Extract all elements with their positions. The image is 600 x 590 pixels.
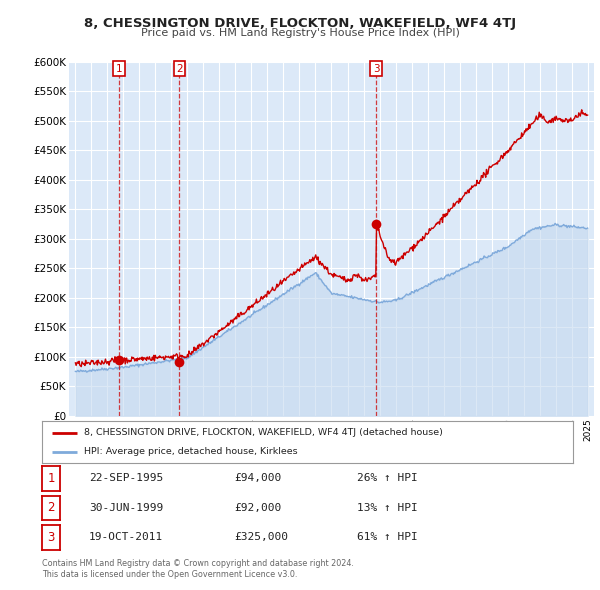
Text: 61% ↑ HPI: 61% ↑ HPI [357,533,418,542]
Text: 8, CHESSINGTON DRIVE, FLOCKTON, WAKEFIELD, WF4 4TJ: 8, CHESSINGTON DRIVE, FLOCKTON, WAKEFIEL… [84,17,516,30]
Text: 30-JUN-1999: 30-JUN-1999 [89,503,163,513]
Text: HPI: Average price, detached house, Kirklees: HPI: Average price, detached house, Kirk… [85,447,298,456]
Text: 22-SEP-1995: 22-SEP-1995 [89,474,163,483]
Text: This data is licensed under the Open Government Licence v3.0.: This data is licensed under the Open Gov… [42,571,298,579]
Text: £325,000: £325,000 [234,533,288,542]
Text: 8, CHESSINGTON DRIVE, FLOCKTON, WAKEFIELD, WF4 4TJ (detached house): 8, CHESSINGTON DRIVE, FLOCKTON, WAKEFIEL… [85,428,443,437]
Text: 2: 2 [47,502,55,514]
Text: £94,000: £94,000 [234,474,281,483]
Text: 3: 3 [373,64,380,74]
Text: Contains HM Land Registry data © Crown copyright and database right 2024.: Contains HM Land Registry data © Crown c… [42,559,354,568]
Text: 2: 2 [176,64,183,74]
Text: 19-OCT-2011: 19-OCT-2011 [89,533,163,542]
Text: 3: 3 [47,531,55,544]
Text: Price paid vs. HM Land Registry's House Price Index (HPI): Price paid vs. HM Land Registry's House … [140,28,460,38]
Text: 1: 1 [47,472,55,485]
Text: 26% ↑ HPI: 26% ↑ HPI [357,474,418,483]
Text: £92,000: £92,000 [234,503,281,513]
Text: 1: 1 [116,64,122,74]
Text: 13% ↑ HPI: 13% ↑ HPI [357,503,418,513]
